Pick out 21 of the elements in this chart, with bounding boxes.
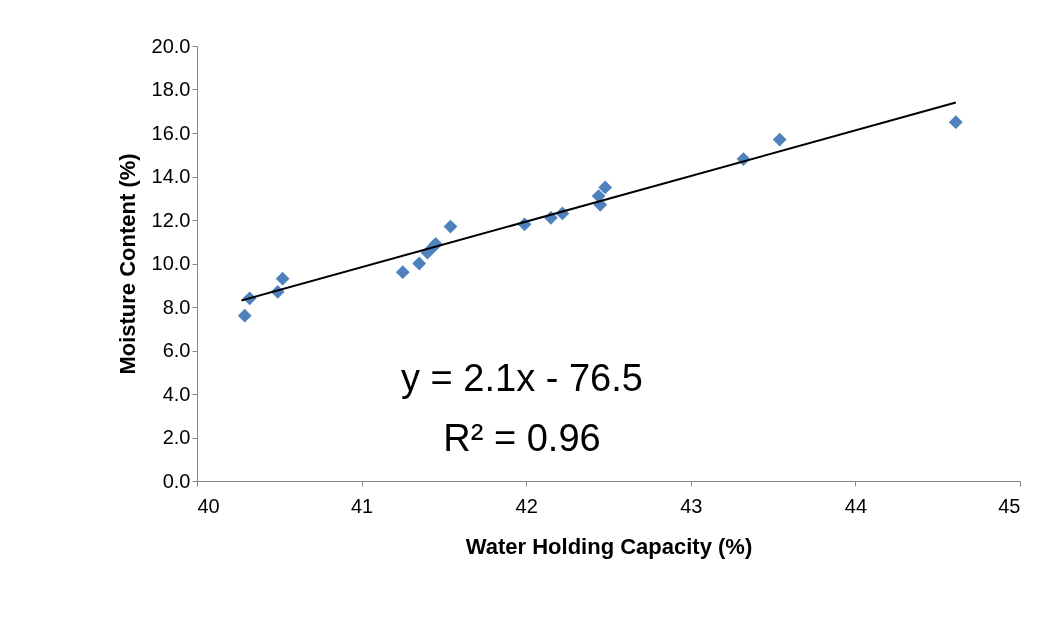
annotation: y = 2.1x - 76.5 xyxy=(401,357,643,399)
y-tick-label: 6.0 xyxy=(162,339,191,361)
y-tick-label: 18.0 xyxy=(151,78,191,100)
y-tick-label: 14.0 xyxy=(151,165,191,187)
x-axis-title: Water Holding Capacity (%) xyxy=(465,533,753,559)
x-tick-label: 41 xyxy=(350,494,374,517)
y-axis-title: Moisture Content (%) xyxy=(114,153,140,375)
y-tick-label: 0.0 xyxy=(162,469,191,492)
y-tick-label: 16.0 xyxy=(151,121,191,144)
x-tick-label: 44 xyxy=(844,494,868,517)
y-tick-label: 20.0 xyxy=(151,34,191,57)
annotation: R² = 0.96 xyxy=(443,417,601,459)
x-tick-label: 45 xyxy=(998,494,1021,517)
y-tick-label: 12.0 xyxy=(151,208,191,231)
y-tick-label: 2.0 xyxy=(162,426,191,448)
y-tick-label: 4.0 xyxy=(162,382,191,405)
y-tick-label: 8.0 xyxy=(162,295,191,318)
y-tick-label: 10.0 xyxy=(151,252,191,274)
x-tick-label: 40 xyxy=(197,494,220,517)
x-tick-label: 42 xyxy=(515,494,538,517)
x-tick-label: 43 xyxy=(680,494,703,517)
